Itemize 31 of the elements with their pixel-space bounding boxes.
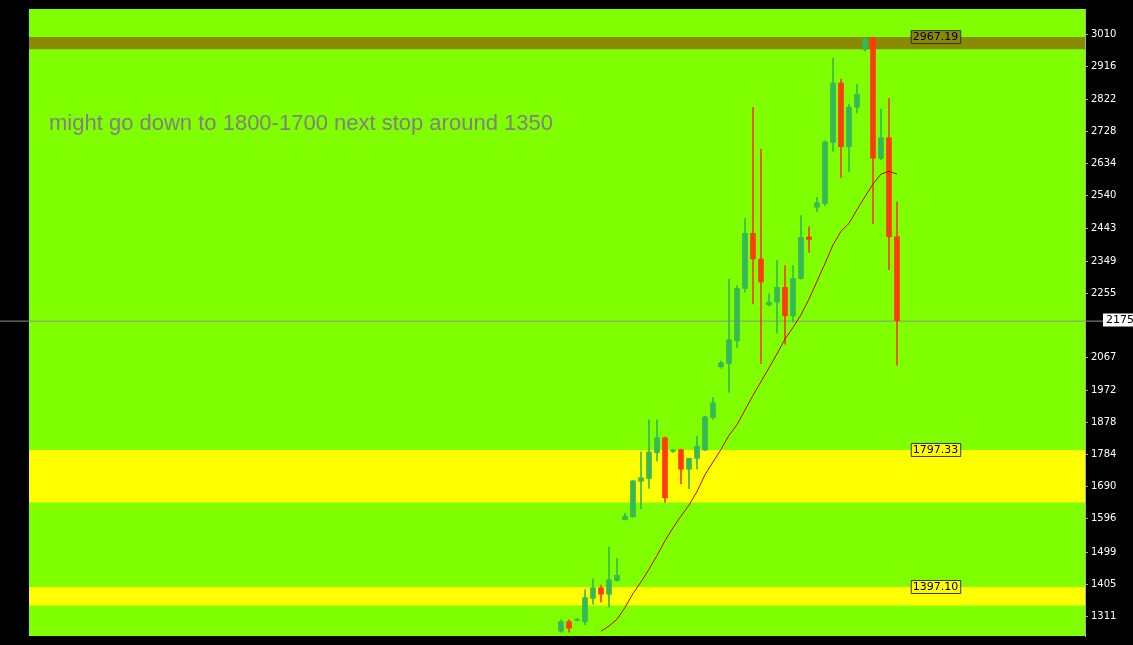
y-tick-label: 2067 (1091, 351, 1117, 363)
y-tick-label: 1405 (1091, 577, 1117, 589)
band-label: 2967.19 (912, 29, 959, 43)
candlestick (806, 226, 812, 253)
y-tick-label: 2443 (1091, 222, 1117, 234)
y-tick-label: 2540 (1091, 189, 1117, 201)
y-tick-label: 2916 (1091, 60, 1117, 72)
candlestick (758, 148, 764, 365)
candlestick (750, 106, 756, 305)
ref-line-label: 2175 (1106, 313, 1133, 327)
annotation: might go down to 1800-1700 next stop around 1350 (49, 110, 553, 135)
y-tick-label: 2255 (1091, 286, 1117, 298)
y-tick-label: 1690 (1091, 480, 1117, 492)
candlestick (614, 557, 620, 582)
candlestick (774, 260, 780, 334)
y-tick-label: 1311 (1091, 610, 1117, 622)
y-tick-label: 2728 (1091, 124, 1117, 136)
y-tick-label: 2349 (1091, 254, 1117, 266)
band-label: 1397.10 (912, 579, 959, 593)
y-tick-label: 3010 (1091, 28, 1117, 40)
y-tick-label: 2634 (1091, 157, 1117, 169)
candlestick (638, 451, 644, 509)
y-tick-label: 1499 (1091, 545, 1117, 557)
y-tick-label: 2822 (1091, 92, 1117, 104)
y-tick-label: 1972 (1091, 383, 1117, 395)
y-tick-label: 1878 (1091, 415, 1117, 427)
y-tick-label: 1784 (1091, 448, 1117, 460)
candlestick (726, 278, 732, 393)
candlestick (766, 293, 772, 307)
band-label: 1797.33 (912, 442, 959, 456)
y-tick-label: 1596 (1091, 512, 1117, 524)
